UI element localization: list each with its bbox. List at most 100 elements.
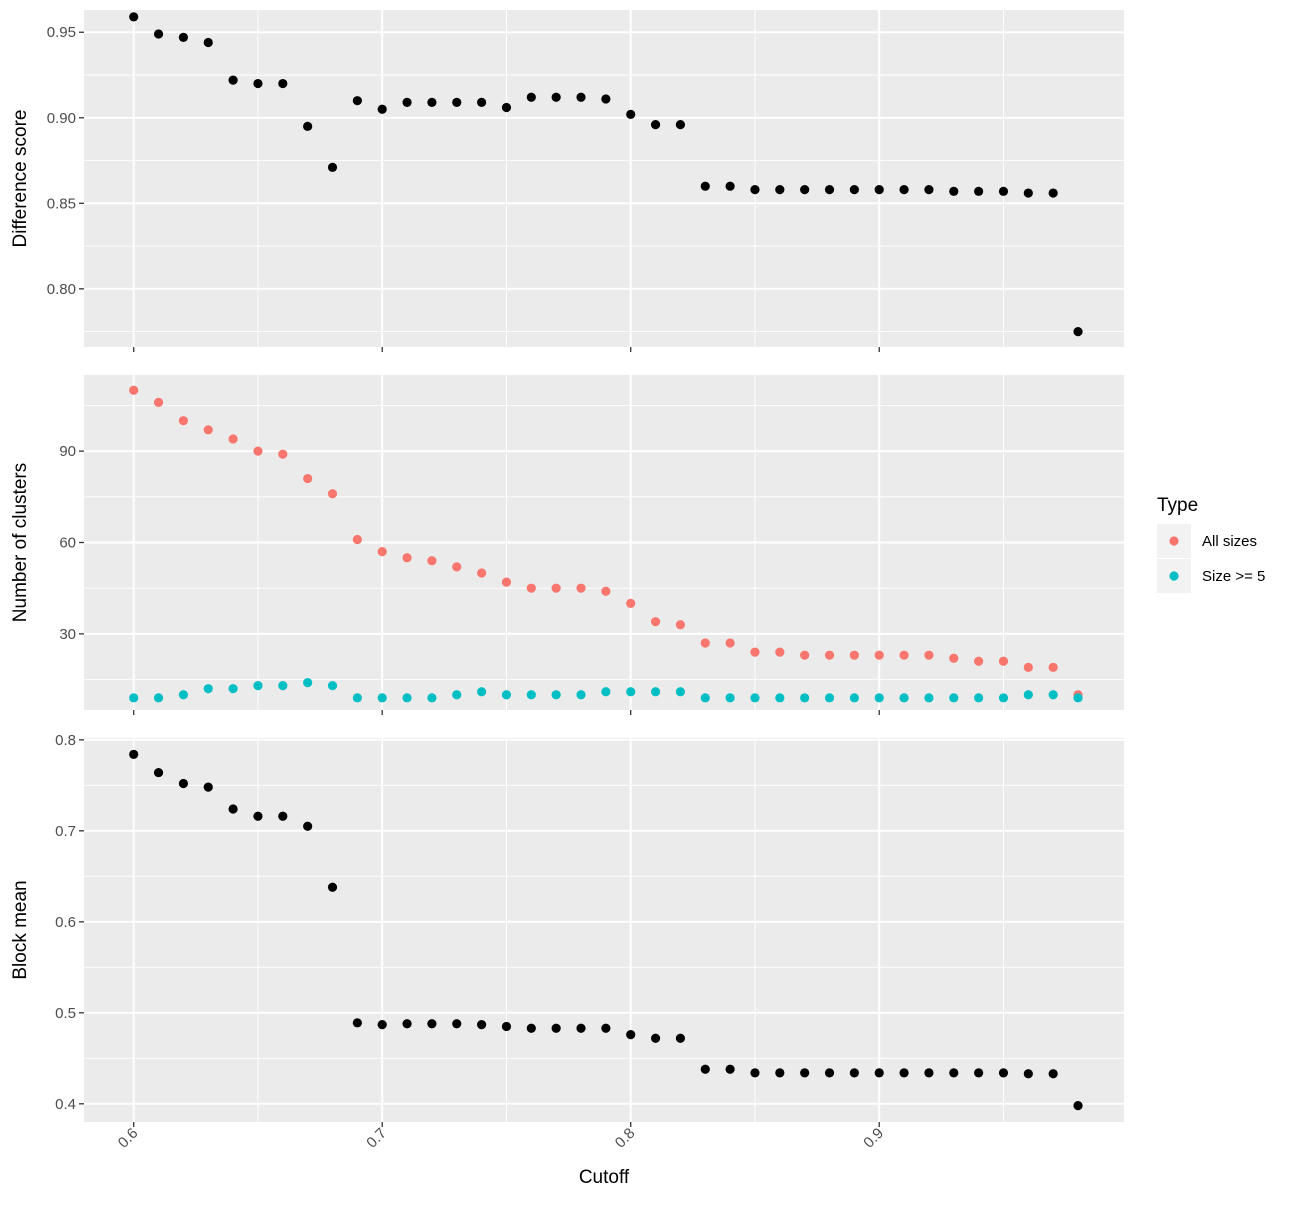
- data-point: [228, 434, 238, 444]
- y-tick-label: 0.85: [47, 195, 76, 212]
- data-point: [1023, 188, 1033, 198]
- data-point: [601, 586, 611, 596]
- data-point: [129, 385, 139, 395]
- y-tick-label: 0.80: [47, 281, 76, 298]
- data-point: [526, 1023, 536, 1033]
- data-point: [501, 1021, 512, 1032]
- data-point: [228, 804, 238, 814]
- data-point: [477, 1020, 487, 1030]
- y-tick-label: 0.4: [55, 1096, 76, 1113]
- data-point: [700, 638, 710, 648]
- data-point: [924, 650, 934, 660]
- data-point: [849, 185, 859, 195]
- data-point: [998, 186, 1009, 196]
- data-point: [775, 185, 785, 195]
- data-point: [824, 1068, 835, 1078]
- data-point: [203, 684, 213, 694]
- data-point: [278, 78, 288, 89]
- data-point: [1073, 1101, 1083, 1111]
- data-point: [501, 577, 512, 587]
- data-point: [725, 693, 735, 703]
- data-point: [874, 185, 884, 195]
- legend-key-point: [1169, 571, 1179, 581]
- y-tick-label: 60: [59, 535, 76, 552]
- data-point: [899, 650, 909, 660]
- data-point: [327, 681, 338, 691]
- data-point: [129, 693, 139, 703]
- data-point: [650, 1033, 661, 1043]
- data-point: [1023, 690, 1033, 700]
- data-point: [576, 690, 586, 700]
- data-point: [228, 75, 238, 85]
- data-point: [700, 181, 710, 191]
- data-point: [501, 690, 512, 700]
- data-point: [874, 650, 884, 660]
- data-point: [551, 690, 561, 700]
- data-point: [402, 553, 412, 563]
- data-point: [675, 620, 686, 630]
- data-point: [203, 425, 213, 435]
- data-point: [750, 1068, 760, 1078]
- y-tick-label: 0.95: [47, 24, 76, 41]
- data-point: [1048, 188, 1058, 198]
- data-point: [228, 684, 238, 694]
- data-point: [1048, 1069, 1058, 1079]
- data-point: [650, 617, 661, 627]
- data-point: [576, 583, 586, 593]
- data-point: [477, 568, 487, 578]
- data-point: [352, 96, 362, 106]
- data-point: [800, 650, 810, 660]
- data-point: [924, 185, 934, 195]
- x-tick-label: 0.8: [612, 1125, 639, 1152]
- data-point: [402, 97, 412, 107]
- data-point: [427, 1019, 437, 1029]
- data-point: [526, 92, 536, 102]
- data-point: [129, 749, 139, 759]
- y-tick-label: 0.8: [55, 732, 76, 749]
- data-point: [551, 1023, 561, 1033]
- data-point: [452, 690, 462, 700]
- data-point: [551, 583, 561, 593]
- y-axis-title: Number of clusters: [10, 463, 31, 622]
- data-point: [203, 782, 213, 792]
- data-point: [1023, 1069, 1033, 1079]
- data-point: [427, 556, 437, 566]
- y-tick-label: 0.6: [55, 914, 76, 931]
- legend-label: All sizes: [1202, 533, 1257, 550]
- y-tick-label: 0.5: [55, 1005, 76, 1022]
- data-point: [303, 821, 313, 831]
- data-point: [178, 416, 189, 426]
- data-point: [477, 687, 487, 697]
- y-tick-label: 0.7: [55, 823, 76, 840]
- data-point: [899, 1068, 909, 1078]
- data-point: [800, 1068, 810, 1078]
- data-point: [675, 687, 686, 697]
- data-point: [700, 693, 710, 703]
- data-point: [377, 693, 387, 703]
- data-point: [601, 94, 611, 104]
- data-point: [949, 693, 959, 703]
- data-point: [974, 1068, 984, 1078]
- data-point: [526, 690, 536, 700]
- data-point: [253, 446, 263, 456]
- x-tick-label: 0.7: [363, 1125, 390, 1152]
- data-point: [576, 1023, 586, 1033]
- data-point: [601, 1023, 611, 1033]
- data-point: [650, 687, 661, 697]
- data-point: [203, 37, 213, 48]
- data-point: [526, 583, 536, 593]
- y-tick-label: 30: [59, 626, 76, 643]
- data-point: [626, 687, 636, 697]
- data-point: [1023, 662, 1033, 672]
- y-tick-label: 0.90: [47, 110, 76, 127]
- data-point: [153, 767, 164, 778]
- data-point: [576, 92, 586, 102]
- x-tick-label: 0.6: [115, 1125, 142, 1152]
- data-point: [377, 547, 387, 557]
- data-point: [899, 693, 909, 703]
- data-point: [998, 656, 1009, 666]
- data-point: [626, 598, 636, 609]
- data-point: [974, 186, 984, 196]
- data-point: [650, 120, 661, 130]
- data-point: [849, 693, 859, 703]
